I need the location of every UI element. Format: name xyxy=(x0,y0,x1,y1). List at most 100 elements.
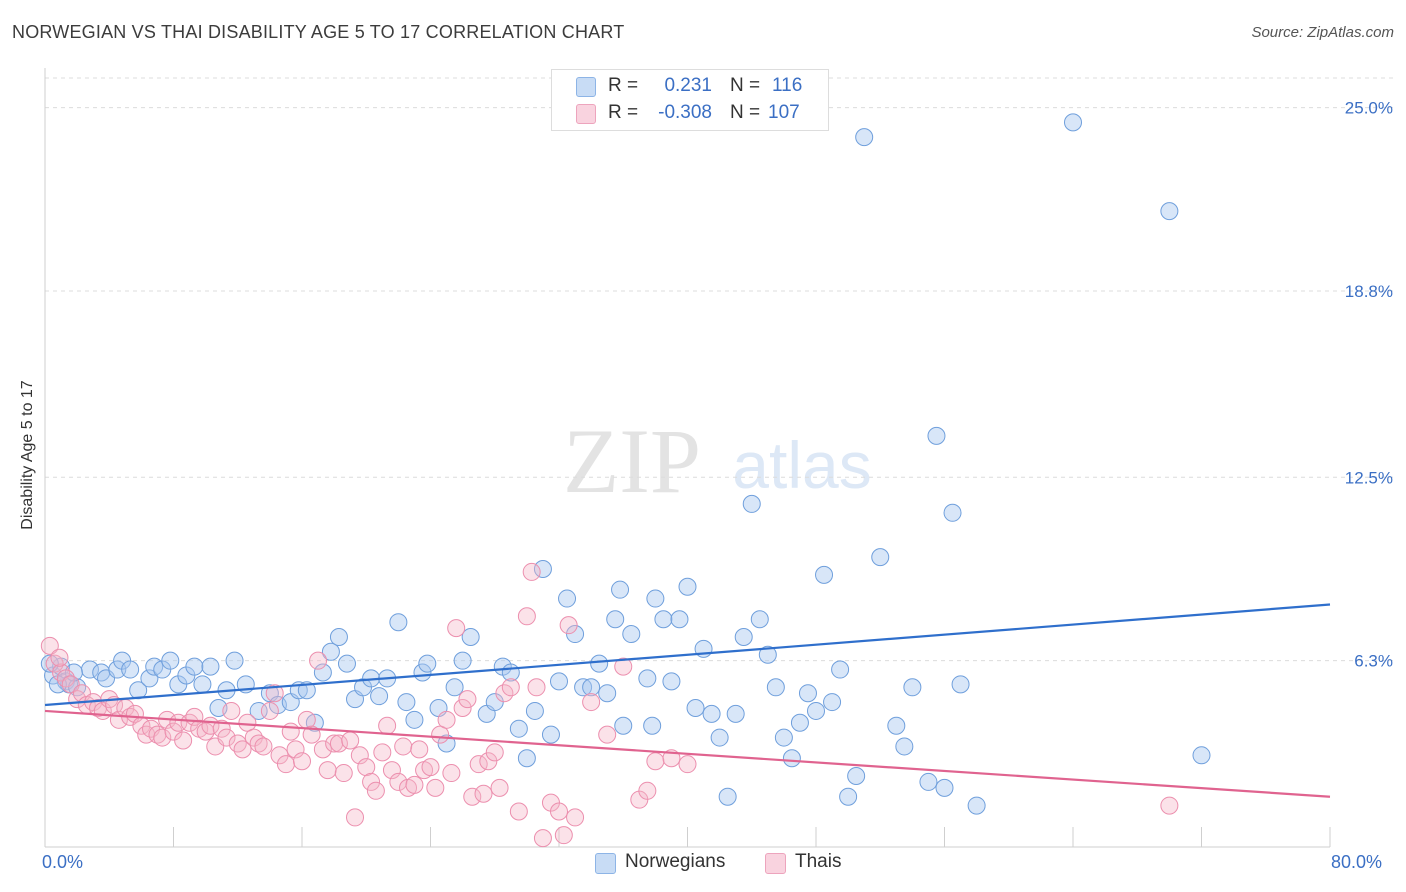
data-point xyxy=(638,669,657,688)
data-point xyxy=(373,743,392,762)
y-tick-label: 12.5% xyxy=(1345,468,1393,487)
data-point xyxy=(702,704,721,723)
data-point xyxy=(782,749,801,768)
data-point xyxy=(670,610,689,629)
data-point xyxy=(831,660,850,679)
data-point xyxy=(533,829,552,848)
data-point xyxy=(582,678,601,697)
data-point xyxy=(370,687,389,706)
data-point xyxy=(254,737,273,756)
data-point xyxy=(442,764,461,783)
legend-swatch-norwegians xyxy=(576,77,596,97)
data-point xyxy=(646,752,665,771)
data-point xyxy=(919,772,938,791)
data-point xyxy=(341,731,360,750)
data-point xyxy=(509,802,528,821)
data-point xyxy=(217,728,236,747)
data-point xyxy=(855,128,874,147)
data-point xyxy=(774,728,793,747)
data-point xyxy=(750,610,769,629)
data-point xyxy=(582,693,601,712)
data-point xyxy=(967,796,986,815)
data-point xyxy=(847,767,866,786)
series-label-thais: Thais xyxy=(795,851,842,872)
data-point xyxy=(678,577,697,596)
data-point xyxy=(50,648,69,667)
data-point xyxy=(193,675,212,694)
series-legend: Norwegians Thais xyxy=(0,851,1406,877)
legend-row-thais: R = -0.308 N = 107 xyxy=(552,101,828,127)
data-point xyxy=(1160,796,1179,815)
data-point xyxy=(525,701,544,720)
data-point xyxy=(447,619,466,638)
data-point xyxy=(321,642,340,661)
data-point xyxy=(935,778,954,797)
data-point xyxy=(302,725,321,744)
watermark: ZIP atlas xyxy=(563,410,872,512)
data-point xyxy=(329,628,348,647)
trend-line-norwegians xyxy=(44,603,1331,707)
data-point xyxy=(790,713,809,732)
data-point xyxy=(458,690,477,709)
data-point xyxy=(228,734,247,753)
data-point xyxy=(201,657,220,676)
data-point xyxy=(461,628,480,647)
data-point xyxy=(334,764,353,783)
legend-r-label: R = xyxy=(608,75,639,96)
data-point xyxy=(662,672,681,691)
data-point xyxy=(378,716,397,735)
source-credit: Source: ZipAtlas.com xyxy=(1251,24,1394,41)
data-point xyxy=(397,693,416,712)
data-point xyxy=(286,740,305,759)
data-point xyxy=(394,737,413,756)
data-point xyxy=(453,698,472,717)
data-point xyxy=(541,725,560,744)
data-point xyxy=(726,704,745,723)
watermark-atlas: atlas xyxy=(732,428,871,502)
data-point xyxy=(52,663,71,682)
data-point xyxy=(522,562,541,581)
data-point xyxy=(405,710,424,729)
y-tick-label: 25.0% xyxy=(1345,99,1393,118)
legend-swatch-thais xyxy=(576,104,596,124)
data-point xyxy=(550,802,568,821)
data-point xyxy=(108,660,127,679)
data-point xyxy=(550,672,568,691)
data-point xyxy=(654,610,673,629)
data-point xyxy=(758,645,777,664)
data-point xyxy=(611,580,630,599)
data-point xyxy=(389,613,408,632)
data-point xyxy=(734,628,753,647)
data-point xyxy=(233,740,252,759)
data-point xyxy=(474,784,493,803)
data-point xyxy=(140,669,159,688)
data-point xyxy=(225,651,244,670)
data-point xyxy=(590,654,609,673)
legend-r-value: -0.308 xyxy=(658,102,712,123)
data-point xyxy=(517,607,536,626)
data-point xyxy=(895,737,914,756)
series-label-norwegians: Norwegians xyxy=(625,851,726,872)
y-tick-label: 18.8% xyxy=(1345,282,1393,301)
data-point xyxy=(346,808,365,827)
data-point xyxy=(313,663,332,682)
data-point xyxy=(249,734,268,753)
data-point xyxy=(871,548,890,567)
data-point xyxy=(297,681,316,700)
data-point xyxy=(614,657,633,676)
data-point xyxy=(598,725,617,744)
data-point xyxy=(463,787,482,806)
data-point xyxy=(121,660,140,679)
data-point xyxy=(479,752,498,771)
data-point xyxy=(276,755,295,774)
data-point xyxy=(445,678,464,697)
data-point xyxy=(313,740,332,759)
data-point xyxy=(357,758,376,777)
data-point xyxy=(951,675,970,694)
data-point xyxy=(45,654,64,673)
data-point xyxy=(174,731,193,750)
data-point xyxy=(270,746,289,765)
data-point xyxy=(418,654,437,673)
data-point xyxy=(554,826,573,845)
